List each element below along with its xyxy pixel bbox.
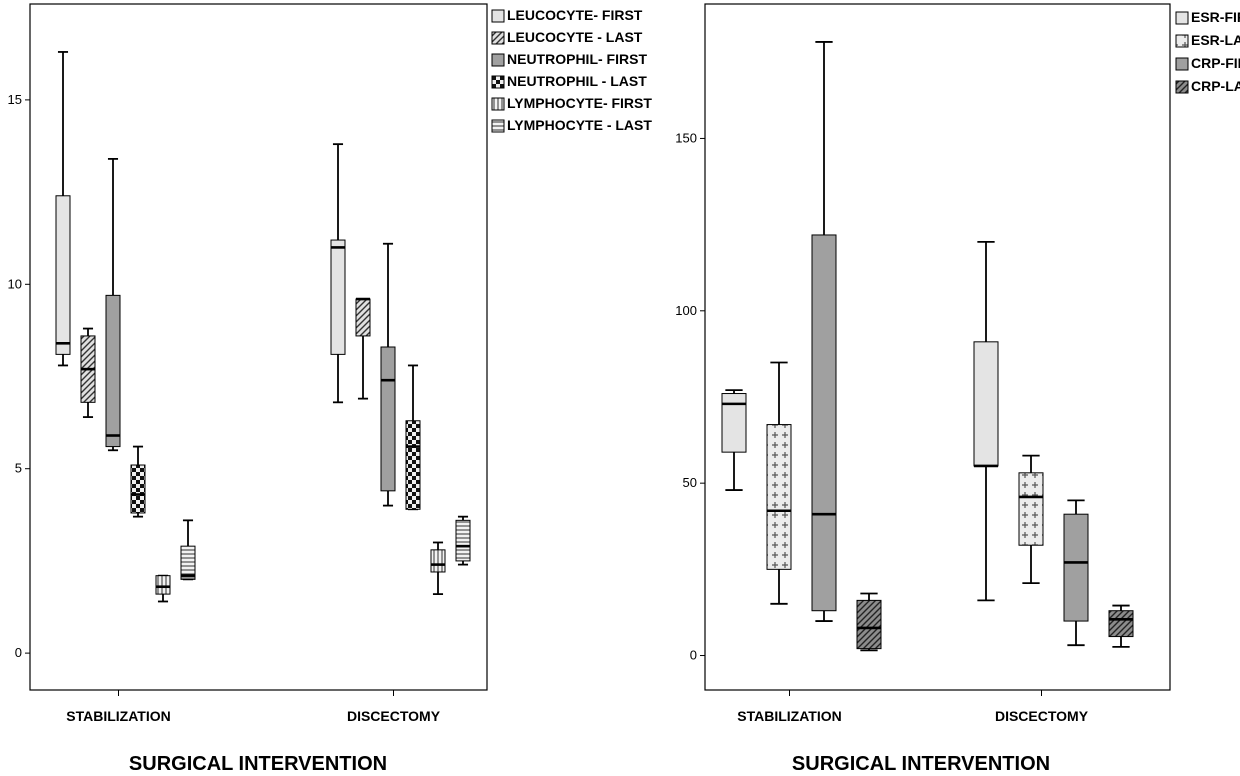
left-x-axis-title: SURGICAL INTERVENTION xyxy=(129,753,387,775)
right-y-axis: 0 50 100 150 xyxy=(675,130,705,663)
box-iqr xyxy=(405,420,421,510)
box-leucocyte-first-stabilization xyxy=(55,51,71,367)
right-plot-frame xyxy=(704,3,1171,691)
box-crp-last-stabilization xyxy=(856,592,882,652)
legend-swatch xyxy=(491,53,505,67)
legend-swatch xyxy=(1175,11,1189,25)
box-neutrophil-first-discectomy xyxy=(380,242,396,507)
box-iqr xyxy=(1063,513,1089,622)
right-boxes xyxy=(721,41,1134,652)
legend-swatch xyxy=(491,75,505,89)
y-tick-label: 0 xyxy=(15,645,22,660)
x-category-label: STABILIZATION xyxy=(737,708,841,724)
legend-swatch xyxy=(1175,57,1189,71)
left-boxes xyxy=(55,51,471,603)
y-tick-label: 15 xyxy=(8,92,22,107)
left-legend: LEUCOCYTE- FIRST LEUCOCYTE - LAST NEUTROPH… xyxy=(491,7,652,133)
box-iqr xyxy=(455,519,471,562)
x-category-label: STABILIZATION xyxy=(66,708,170,724)
box-leucocyte-first-discectomy xyxy=(330,143,346,404)
legend-swatch xyxy=(1175,34,1189,48)
legend-label: LYMPHOCYTE - LAST xyxy=(507,117,652,133)
box-iqr xyxy=(811,234,837,612)
box-iqr xyxy=(105,294,121,448)
legend-label: NEUTROPHIL - LAST xyxy=(507,73,647,89)
x-category-label: DISCECTOMY xyxy=(995,708,1089,724)
box-lymphocyte-first-stabilization xyxy=(155,574,171,603)
box-iqr xyxy=(130,464,146,514)
legend-label: CRP-FIRST xyxy=(1191,55,1240,71)
legend-label: ESR-FIRST xyxy=(1191,9,1240,25)
right-boxplot-chart: 0 50 100 150 STABILIZATION DISCECTOMY SURGIC… xyxy=(675,3,1240,775)
y-tick-label: 10 xyxy=(8,276,22,291)
right-x-axis: STABILIZATION DISCECTOMY xyxy=(737,690,1089,724)
right-legend: ESR-FIRST ESR-LAST CRP-FIRST CRP-LAST xyxy=(1175,9,1240,94)
y-tick-label: 100 xyxy=(675,303,697,318)
box-iqr xyxy=(330,239,346,355)
left-y-axis: 0 5 10 15 xyxy=(8,92,30,660)
box-lymphocyte-first-discectomy xyxy=(430,541,446,596)
left-plot-frame xyxy=(29,3,488,691)
left-x-axis: STABILIZATION DISCECTOMY xyxy=(66,690,441,724)
left-boxplot-chart: 0 5 10 15 STABILIZATION DISCECTOMY SURGICAL … xyxy=(8,3,652,775)
legend-swatch xyxy=(491,119,505,133)
y-tick-label: 0 xyxy=(690,648,697,663)
right-x-axis-title: SURGICAL INTERVENTION xyxy=(792,753,1050,775)
box-crp-first-stabilization xyxy=(811,41,837,622)
legend-label: LYMPHOCYTE- FIRST xyxy=(507,95,652,111)
box-iqr xyxy=(1108,610,1134,638)
box-iqr xyxy=(430,549,446,573)
legend-label: LEUCOCYTE - LAST xyxy=(507,29,643,45)
legend-swatch xyxy=(491,31,505,45)
box-esr-last-stabilization xyxy=(766,361,792,605)
box-iqr xyxy=(1018,472,1044,546)
box-neutrophil-last-discectomy xyxy=(405,364,421,511)
legend-label: CRP-LAST xyxy=(1191,78,1240,94)
box-lymphocyte-last-stabilization xyxy=(180,519,196,581)
box-leucocyte-last-discectomy xyxy=(355,297,371,400)
box-iqr xyxy=(55,195,71,355)
box-iqr xyxy=(973,341,999,467)
box-iqr xyxy=(766,424,792,570)
box-esr-first-discectomy xyxy=(973,240,999,602)
box-iqr xyxy=(721,393,747,453)
legend-swatch xyxy=(491,97,505,111)
box-leucocyte-last-stabilization xyxy=(80,327,96,418)
box-crp-first-discectomy xyxy=(1063,499,1089,647)
box-neutrophil-first-stabilization xyxy=(105,158,121,452)
legend-swatch xyxy=(1175,80,1189,94)
legend-label: ESR-LAST xyxy=(1191,32,1240,48)
box-iqr xyxy=(155,575,171,595)
box-iqr xyxy=(380,346,396,492)
legend-label: NEUTROPHIL- FIRST xyxy=(507,51,647,67)
box-esr-last-discectomy xyxy=(1018,454,1044,585)
box-esr-first-stabilization xyxy=(721,389,747,491)
box-iqr xyxy=(180,545,196,580)
y-tick-label: 5 xyxy=(15,461,22,476)
y-tick-label: 50 xyxy=(683,475,697,490)
box-iqr xyxy=(355,298,371,337)
legend-label: LEUCOCYTE- FIRST xyxy=(507,7,643,23)
box-iqr xyxy=(856,599,882,650)
box-crp-last-discectomy xyxy=(1108,604,1134,648)
legend-swatch xyxy=(491,9,505,23)
x-category-label: DISCECTOMY xyxy=(347,708,441,724)
box-lymphocyte-last-discectomy xyxy=(455,515,471,566)
y-tick-label: 150 xyxy=(675,130,697,145)
box-neutrophil-last-stabilization xyxy=(130,445,146,518)
